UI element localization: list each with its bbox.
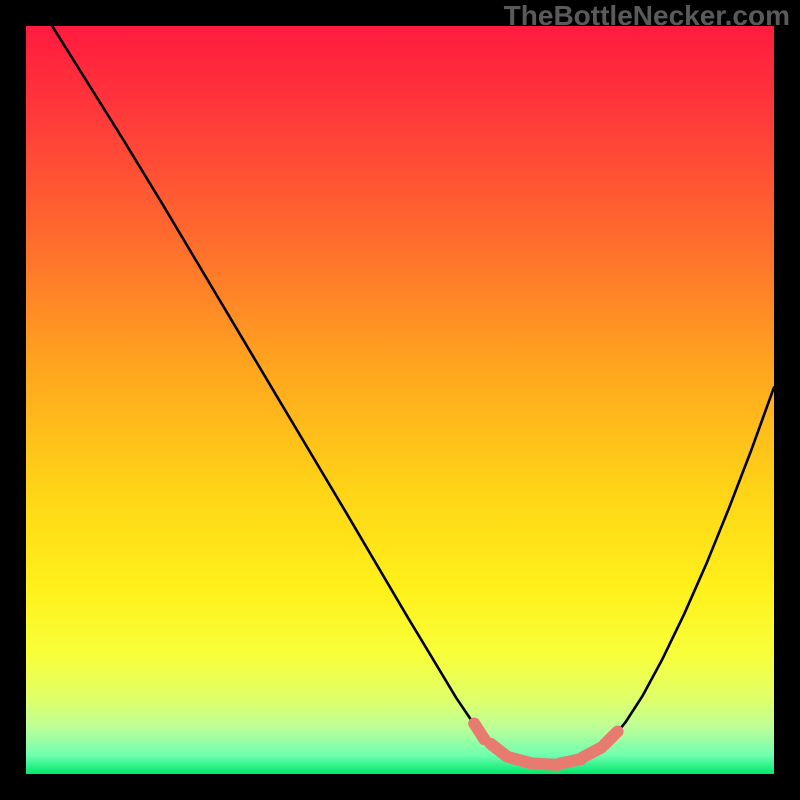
chart-frame: TheBottleNecker.com bbox=[0, 0, 800, 800]
watermark-text: TheBottleNecker.com bbox=[504, 0, 790, 32]
optimal-zone-segment bbox=[474, 724, 484, 740]
plot-area bbox=[26, 26, 774, 774]
plot-svg bbox=[26, 26, 774, 774]
